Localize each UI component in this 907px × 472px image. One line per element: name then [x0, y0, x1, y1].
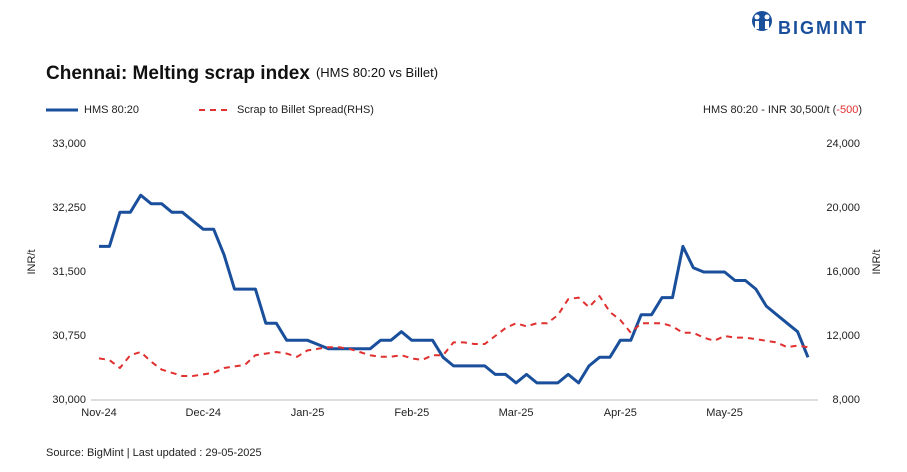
logo-icon — [752, 11, 772, 31]
y-tick-label: 30,750 — [52, 330, 86, 342]
y2-axis-label: INR/t — [871, 249, 883, 274]
series-line — [98, 295, 809, 377]
logo: BIGMINT — [778, 18, 868, 38]
y-tick-label: 30,000 — [52, 394, 86, 406]
chart-subtitle: (HMS 80:20 vs Billet) — [316, 65, 438, 80]
svg-text:Chennai: Melting scrap index(H: Chennai: Melting scrap index (HMS 80:20 v… — [46, 63, 438, 84]
series-line — [99, 193, 810, 385]
x-tick-label: Jan-25 — [291, 407, 325, 419]
x-tick-label: May-25 — [706, 407, 743, 419]
y-tick-label: 31,500 — [52, 266, 86, 278]
x-tick-label: Feb-25 — [394, 407, 429, 419]
x-tick-label: Nov-24 — [81, 407, 116, 419]
x-tick-label: Dec-24 — [186, 407, 221, 419]
y-axis-label: INR/t — [26, 249, 38, 274]
annotation-text: HMS 80:20 - INR 30,500/t ( — [703, 104, 837, 116]
y-tick-label: 33,000 — [52, 138, 86, 150]
y2-tick-label: 20,000 — [826, 202, 860, 214]
y2-tick-label: 24,000 — [826, 138, 860, 150]
y2-tick-label: 16,000 — [826, 266, 860, 278]
annotation-change: -500 — [836, 104, 858, 116]
x-tick-label: Mar-25 — [499, 407, 534, 419]
chart-title: Chennai: Melting scrap index — [46, 63, 310, 84]
legend-label: Scrap to Billet Spread(RHS) — [237, 104, 374, 116]
source: Source: BigMint | Last updated : 29-05-2… — [46, 447, 262, 459]
x-tick-label: Apr-25 — [604, 407, 637, 419]
y2-tick-label: 8,000 — [832, 394, 860, 406]
y2-tick-label: 12,000 — [826, 330, 860, 342]
y-tick-label: 32,250 — [52, 202, 86, 214]
legend-label: HMS 80:20 — [84, 104, 139, 116]
annotation: HMS 80:20 - INR 30,500/t (-500) — [703, 104, 862, 116]
annotation-close: ) — [858, 104, 862, 116]
